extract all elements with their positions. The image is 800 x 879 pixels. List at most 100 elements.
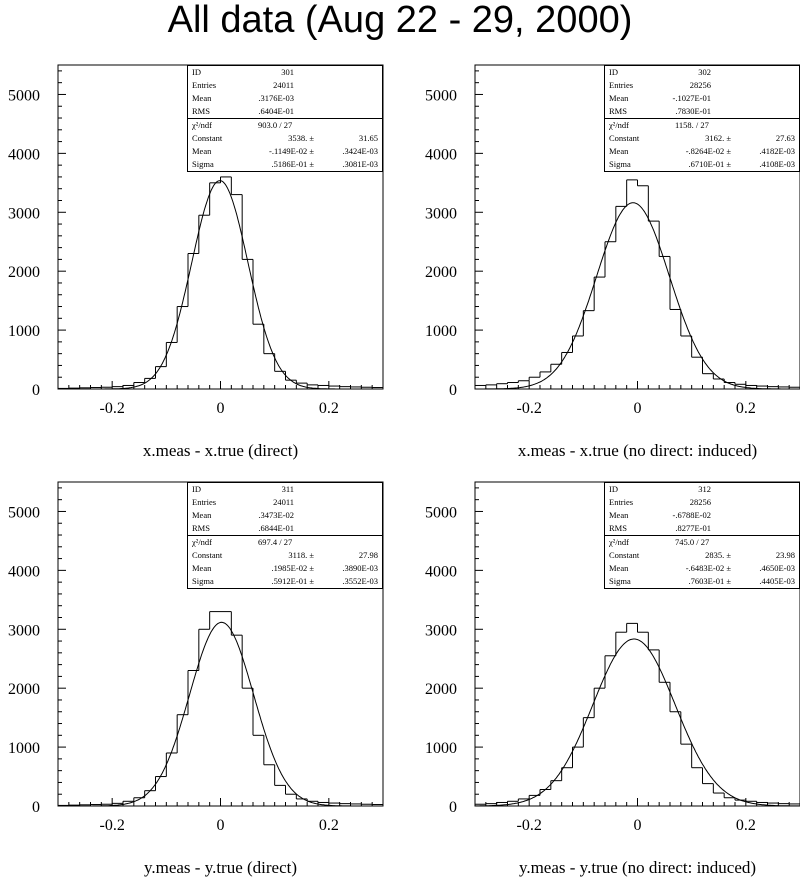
stats-label: RMS [192,523,210,533]
stats-label: χ²/ndf [192,120,213,130]
y-tick-label: 3000 [425,622,457,639]
stats-row: Mean -.6788E-02 [605,509,799,522]
y-tick-label: 0 [449,382,457,399]
stats-label: ID [609,484,618,494]
stats-row: ID 301 [188,66,382,79]
stats-row: Mean -.1027E-01 [605,92,799,105]
stats-label: Constant [609,550,640,560]
stats-row: Mean .3176E-03 [188,92,382,105]
x-tick-label: 0.2 [736,817,756,834]
x-tick-label: 0 [634,400,642,417]
y-tick-label: 3000 [8,205,40,222]
stats-value: 697.4 / 27 [258,537,293,547]
stats-label: Mean [609,563,629,573]
stats-label: Entries [192,80,217,90]
stats-row: Entries 28256 [605,496,799,509]
y-tick-label: 2000 [425,264,457,281]
x-tick-label: 0.2 [736,400,756,417]
stats-row: Mean .1985E-02 ± .3890E-03 [188,562,382,575]
stats-value: .1985E-02 ± [271,563,314,573]
stats-label: Mean [192,563,212,573]
stats-value: -.8264E-02 ± [685,146,731,156]
y-tick-label: 2000 [8,264,40,281]
x-tick-label: 0.2 [319,817,339,834]
stats-label: Sigma [192,576,214,586]
stats-value: 24011 [273,80,294,90]
stats-label: χ²/ndf [609,120,630,130]
page-title: All data (Aug 22 - 29, 2000) [167,0,633,41]
y-tick-label: 4000 [425,563,457,580]
stats-error: .3424E-03 [342,146,378,156]
x-axis-label: x.meas - x.true (direct) [142,441,299,460]
stats-row: Entries 24011 [188,79,382,92]
stats-label: ID [192,67,201,77]
stats-label: Mean [192,146,212,156]
y-tick-label: 2000 [8,681,40,698]
x-tick-label: -0.2 [100,400,125,417]
stats-value: 28256 [689,497,711,507]
y-tick-label: 2000 [425,681,457,698]
stats-value: -.6788E-02 [672,510,711,520]
stats-value: 3538. ± [288,133,314,143]
y-tick-label: 3000 [425,205,457,222]
stats-value: 24011 [273,497,294,507]
stats-row: RMS .8277E-01 [605,522,799,535]
stats-error: .4405E-03 [759,576,795,586]
stats-value: 903.0 / 27 [258,120,293,130]
stats-label: ID [609,67,618,77]
stats-value: .3473E-02 [258,510,294,520]
y-tick-label: 5000 [8,504,40,521]
y-tick-label: 5000 [8,87,40,104]
stats-label: Sigma [192,159,214,169]
stats-value: .7603E-01 ± [688,576,731,586]
y-tick-label: 0 [32,799,40,816]
y-tick-label: 4000 [8,563,40,580]
stats-value: 2835. ± [705,550,731,560]
stats-label: Entries [192,497,217,507]
stats-row: Mean -.1149E-02 ± .3424E-03 [188,145,382,158]
x-tick-label: -0.2 [100,817,125,834]
stats-label: χ²/ndf [192,537,213,547]
gaussian-fit-curve [58,621,383,807]
stats-label: Mean [192,93,212,103]
stats-row: RMS .6404E-01 [188,105,382,118]
stats-value: 302 [698,67,711,77]
x-tick-label: 0 [217,817,225,834]
stats-box: ID 312 Entries 28256 Mean -.6788E-02 RMS .8277E… [604,482,800,589]
stats-row: χ²/ndf 1158. / 27 [605,118,799,132]
stats-row: Constant 3162. ± 27.63 [605,132,799,145]
stats-row: Constant 2835. ± 23.98 [605,549,799,562]
x-axis-label: x.meas - x.true (no direct: induced) [517,441,758,460]
stats-error: 31.65 [358,133,378,143]
stats-value: .7830E-01 [675,106,711,116]
y-tick-label: 5000 [425,504,457,521]
stats-row: ID 311 [188,483,382,496]
stats-value: .6710E-01 ± [688,159,731,169]
stats-error: 27.98 [358,550,378,560]
stats-error: .3890E-03 [342,563,378,573]
stats-row: Mean .3473E-02 [188,509,382,522]
stats-error: .4650E-03 [759,563,795,573]
stats-error: 23.98 [775,550,795,560]
stats-value: .5912E-01 ± [271,576,314,586]
x-axis-label: y.meas - y.true (no direct: induced) [518,858,757,877]
stats-label: Mean [609,146,629,156]
stats-label: χ²/ndf [609,537,630,547]
stats-value: .6844E-01 [258,523,294,533]
x-tick-label: 0.2 [319,400,339,417]
stats-row: RMS .7830E-01 [605,105,799,118]
stats-row: ID 312 [605,483,799,496]
y-tick-label: 1000 [8,323,40,340]
stats-label: Mean [609,93,629,103]
stats-row: ID 302 [605,66,799,79]
stats-row: Constant 3118. ± 27.98 [188,549,382,562]
stats-label: Sigma [609,576,631,586]
stats-label: RMS [609,523,627,533]
stats-label: Entries [609,80,634,90]
stats-box: ID 302 Entries 28256 Mean -.1027E-01 RMS .7830E… [604,65,800,172]
stats-value: 312 [698,484,711,494]
stats-value: 3162. ± [705,133,731,143]
stats-row: χ²/ndf 745.0 / 27 [605,535,799,549]
stats-value: -.1027E-01 [672,93,711,103]
